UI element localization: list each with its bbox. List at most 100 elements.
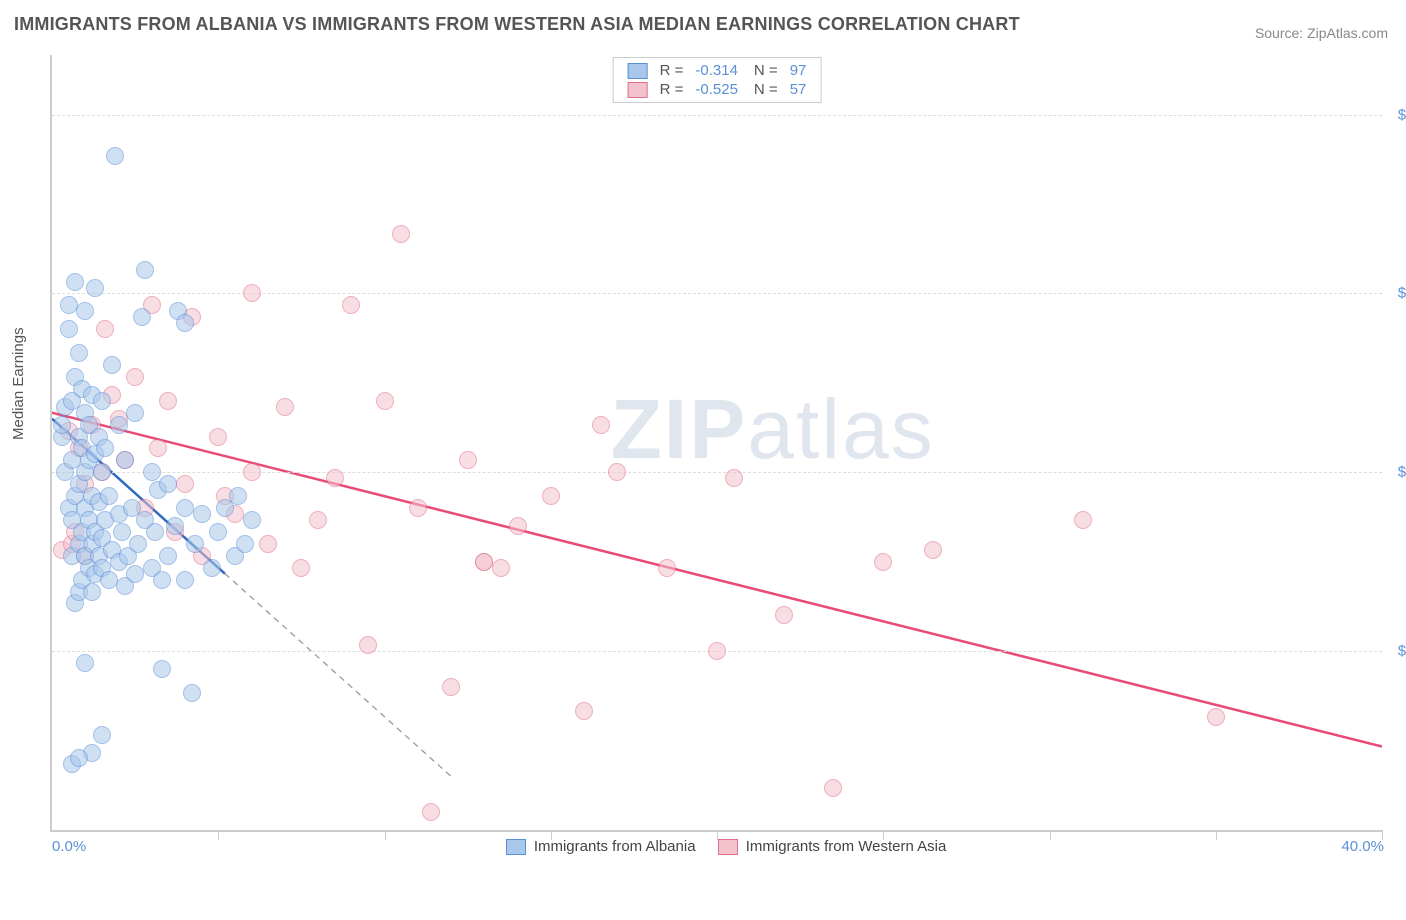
scatter-point bbox=[824, 779, 842, 797]
source-attribution: Source: ZipAtlas.com bbox=[1255, 25, 1388, 41]
scatter-point bbox=[708, 642, 726, 660]
scatter-point bbox=[186, 535, 204, 553]
scatter-point bbox=[183, 684, 201, 702]
legend-swatch bbox=[628, 82, 648, 98]
scatter-point bbox=[229, 487, 247, 505]
scatter-point bbox=[392, 225, 410, 243]
y-tick-label: $50,000 bbox=[1392, 464, 1406, 481]
y-tick-label: $80,000 bbox=[1392, 106, 1406, 123]
scatter-point bbox=[83, 583, 101, 601]
scatter-point bbox=[159, 475, 177, 493]
scatter-point bbox=[143, 463, 161, 481]
scatter-point bbox=[96, 320, 114, 338]
scatter-point bbox=[76, 302, 94, 320]
scatter-point bbox=[106, 147, 124, 165]
scatter-point bbox=[359, 636, 377, 654]
scatter-point bbox=[60, 296, 78, 314]
regression-lines-svg bbox=[52, 55, 1382, 830]
scatter-point bbox=[236, 535, 254, 553]
scatter-point bbox=[116, 451, 134, 469]
scatter-point bbox=[159, 392, 177, 410]
y-tick-label: $65,000 bbox=[1392, 285, 1406, 302]
x-axis-end-label: 40.0% bbox=[1341, 838, 1384, 855]
scatter-point bbox=[113, 523, 131, 541]
scatter-point bbox=[136, 261, 154, 279]
scatter-point bbox=[1207, 708, 1225, 726]
scatter-point bbox=[53, 416, 71, 434]
scatter-point bbox=[176, 571, 194, 589]
scatter-point bbox=[475, 553, 493, 571]
legend-swatch bbox=[506, 839, 526, 855]
scatter-point bbox=[376, 392, 394, 410]
y-axis-label: Median Earnings bbox=[10, 327, 27, 440]
scatter-point bbox=[326, 469, 344, 487]
scatter-point bbox=[110, 416, 128, 434]
scatter-point bbox=[1074, 511, 1092, 529]
scatter-point bbox=[243, 463, 261, 481]
scatter-point bbox=[608, 463, 626, 481]
scatter-point bbox=[126, 368, 144, 386]
scatter-point bbox=[176, 475, 194, 493]
scatter-point bbox=[193, 505, 211, 523]
scatter-point bbox=[775, 606, 793, 624]
scatter-point bbox=[93, 392, 111, 410]
scatter-point bbox=[209, 428, 227, 446]
scatter-point bbox=[166, 517, 184, 535]
chart-plot-area: ZIPatlas R =-0.314N =97R =-0.525N =57 $3… bbox=[50, 55, 1382, 832]
legend-stats-box: R =-0.314N =97R =-0.525N =57 bbox=[613, 57, 822, 103]
scatter-point bbox=[76, 654, 94, 672]
scatter-point bbox=[209, 523, 227, 541]
scatter-point bbox=[126, 404, 144, 422]
source-link[interactable]: ZipAtlas.com bbox=[1307, 25, 1388, 41]
scatter-point bbox=[93, 726, 111, 744]
scatter-point bbox=[96, 439, 114, 457]
scatter-point bbox=[70, 749, 88, 767]
scatter-point bbox=[259, 535, 277, 553]
scatter-point bbox=[409, 499, 427, 517]
scatter-point bbox=[243, 284, 261, 302]
scatter-point bbox=[126, 565, 144, 583]
scatter-point bbox=[159, 547, 177, 565]
scatter-point bbox=[492, 559, 510, 577]
scatter-point bbox=[153, 571, 171, 589]
scatter-point bbox=[153, 660, 171, 678]
y-tick-label: $35,000 bbox=[1392, 643, 1406, 660]
legend-swatch bbox=[718, 839, 738, 855]
scatter-point bbox=[309, 511, 327, 529]
legend-bottom: Immigrants from Albania Immigrants from … bbox=[50, 838, 1380, 920]
scatter-point bbox=[60, 320, 78, 338]
scatter-point bbox=[592, 416, 610, 434]
scatter-point bbox=[176, 499, 194, 517]
scatter-point bbox=[276, 398, 294, 416]
scatter-point bbox=[129, 535, 147, 553]
scatter-point bbox=[146, 523, 164, 541]
scatter-point bbox=[86, 279, 104, 297]
scatter-point bbox=[243, 511, 261, 529]
source-prefix: Source: bbox=[1255, 25, 1307, 41]
scatter-point bbox=[66, 273, 84, 291]
legend-label: Immigrants from Albania bbox=[534, 838, 696, 855]
scatter-point bbox=[509, 517, 527, 535]
x-axis-start-label: 0.0% bbox=[52, 838, 86, 855]
legend-swatch bbox=[628, 63, 648, 79]
scatter-point bbox=[103, 356, 121, 374]
scatter-point bbox=[203, 559, 221, 577]
scatter-point bbox=[459, 451, 477, 469]
scatter-point bbox=[292, 559, 310, 577]
scatter-point bbox=[422, 803, 440, 821]
scatter-point bbox=[924, 541, 942, 559]
scatter-point bbox=[442, 678, 460, 696]
scatter-point bbox=[874, 553, 892, 571]
scatter-point bbox=[658, 559, 676, 577]
scatter-point bbox=[70, 344, 88, 362]
gridline bbox=[52, 115, 1382, 116]
scatter-point bbox=[575, 702, 593, 720]
scatter-point bbox=[93, 463, 111, 481]
scatter-point bbox=[133, 308, 151, 326]
legend-label: Immigrants from Western Asia bbox=[746, 838, 947, 855]
scatter-point bbox=[176, 314, 194, 332]
watermark: ZIPatlas bbox=[611, 381, 935, 478]
scatter-point bbox=[100, 487, 118, 505]
scatter-point bbox=[100, 571, 118, 589]
scatter-point bbox=[149, 439, 167, 457]
